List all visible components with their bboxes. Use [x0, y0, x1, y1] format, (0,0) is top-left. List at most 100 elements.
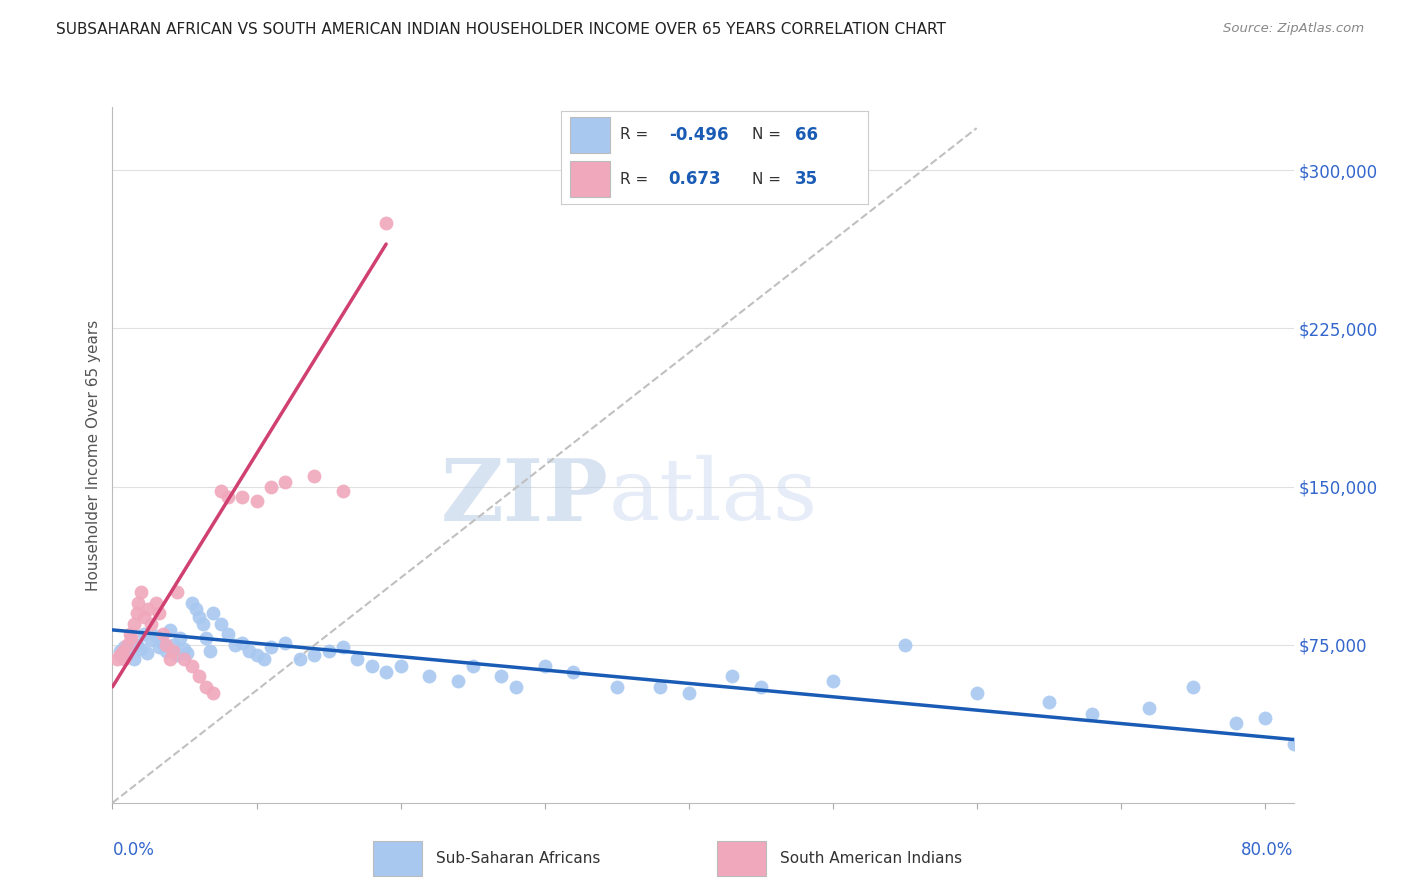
Point — [245, 648, 267, 663]
Point — [173, 641, 195, 656]
Point — [231, 490, 253, 504]
Text: N =: N = — [752, 128, 786, 143]
Text: Sub-Saharan Africans: Sub-Saharan Africans — [436, 851, 600, 866]
Point — [447, 673, 470, 688]
Point — [217, 627, 239, 641]
Point — [155, 644, 177, 658]
Point — [1081, 707, 1104, 722]
Bar — [373, 841, 422, 876]
Point — [120, 632, 142, 646]
Text: -0.496: -0.496 — [669, 126, 728, 144]
Point — [138, 602, 160, 616]
Point — [224, 638, 246, 652]
Point — [122, 652, 145, 666]
Point — [148, 606, 170, 620]
Bar — [717, 841, 766, 876]
Point — [749, 680, 772, 694]
Point — [274, 475, 297, 490]
Y-axis label: Householder Income Over 65 years: Householder Income Over 65 years — [86, 319, 101, 591]
Point — [125, 638, 148, 652]
Text: 0.0%: 0.0% — [112, 841, 155, 859]
Point — [152, 627, 174, 641]
Bar — [571, 161, 610, 197]
Point — [112, 640, 135, 654]
Point — [288, 652, 311, 666]
Point — [200, 644, 222, 658]
Point — [127, 595, 149, 609]
Point — [115, 638, 138, 652]
Point — [187, 610, 209, 624]
Point — [253, 652, 276, 666]
Point — [1282, 737, 1305, 751]
Point — [238, 644, 260, 658]
Point — [1181, 680, 1204, 694]
Point — [318, 644, 340, 658]
Point — [187, 669, 209, 683]
Point — [166, 648, 188, 663]
Point — [562, 665, 585, 679]
Point — [180, 658, 202, 673]
Point — [217, 490, 239, 504]
Point — [375, 665, 398, 679]
Point — [141, 633, 163, 648]
Point — [332, 640, 354, 654]
Point — [134, 610, 156, 624]
Point — [122, 616, 145, 631]
Point — [129, 585, 152, 599]
Point — [360, 658, 382, 673]
Point — [893, 638, 915, 652]
Point — [105, 652, 128, 666]
Point — [533, 658, 555, 673]
Point — [162, 644, 184, 658]
Point — [260, 479, 283, 493]
Point — [125, 606, 148, 620]
Point — [162, 638, 184, 652]
Text: R =: R = — [620, 128, 652, 143]
Point — [120, 635, 142, 649]
Point — [202, 686, 225, 700]
Point — [302, 648, 325, 663]
Point — [491, 669, 513, 683]
Point — [1254, 711, 1277, 725]
Point — [173, 652, 195, 666]
Point — [606, 680, 628, 694]
Text: 66: 66 — [794, 126, 818, 144]
Point — [108, 648, 131, 663]
Point — [274, 635, 297, 649]
Text: SUBSAHARAN AFRICAN VS SOUTH AMERICAN INDIAN HOUSEHOLDER INCOME OVER 65 YEARS COR: SUBSAHARAN AFRICAN VS SOUTH AMERICAN IND… — [56, 22, 946, 37]
Point — [821, 673, 844, 688]
Point — [152, 635, 174, 649]
Point — [159, 623, 181, 637]
Point — [155, 638, 177, 652]
Point — [136, 646, 159, 660]
Text: 80.0%: 80.0% — [1241, 841, 1294, 859]
Point — [260, 640, 283, 654]
Point — [209, 616, 232, 631]
Point — [184, 602, 207, 616]
Text: Source: ZipAtlas.com: Source: ZipAtlas.com — [1223, 22, 1364, 36]
Point — [461, 658, 484, 673]
Bar — [571, 117, 610, 153]
Point — [202, 606, 225, 620]
Point — [148, 640, 170, 654]
Point — [302, 469, 325, 483]
Point — [169, 632, 191, 646]
Point — [346, 652, 368, 666]
Point — [1038, 695, 1060, 709]
Point — [678, 686, 700, 700]
Point — [176, 646, 198, 660]
Point — [129, 641, 152, 656]
Point — [195, 680, 218, 694]
Point — [231, 635, 253, 649]
Text: 35: 35 — [794, 170, 818, 188]
Text: atlas: atlas — [609, 455, 818, 538]
Point — [159, 652, 181, 666]
Point — [966, 686, 988, 700]
Point — [111, 644, 134, 658]
Point — [209, 483, 232, 498]
Point — [1139, 701, 1161, 715]
Point — [115, 648, 138, 663]
Point — [720, 669, 742, 683]
Text: 0.673: 0.673 — [669, 170, 721, 188]
Point — [195, 632, 218, 646]
